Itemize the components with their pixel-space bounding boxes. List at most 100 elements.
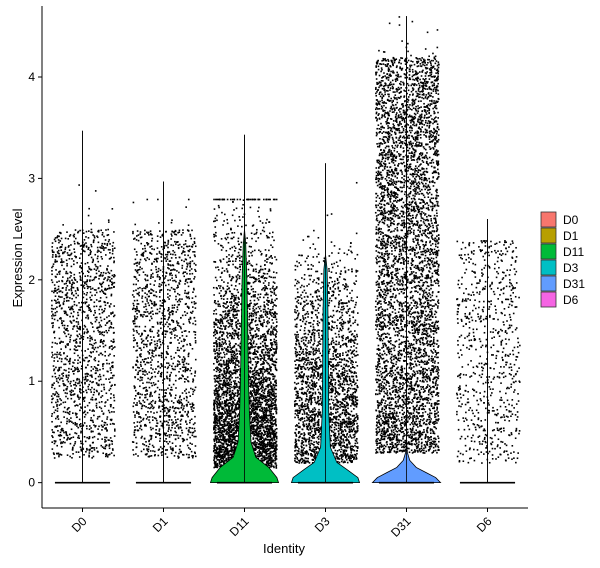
data-point xyxy=(157,354,160,357)
data-point xyxy=(232,356,234,359)
data-point xyxy=(225,347,228,350)
data-point xyxy=(219,444,222,447)
data-point xyxy=(104,438,106,441)
data-point xyxy=(184,243,187,245)
data-point xyxy=(146,274,149,277)
data-point xyxy=(188,262,190,265)
data-point xyxy=(170,400,173,402)
data-point xyxy=(178,231,181,234)
data-point xyxy=(225,400,228,403)
data-point xyxy=(273,326,275,329)
data-point xyxy=(86,279,89,281)
data-point xyxy=(154,402,156,404)
data-point xyxy=(190,237,193,240)
data-point xyxy=(55,366,57,369)
data-point xyxy=(55,260,57,263)
data-point xyxy=(269,198,271,201)
data-point xyxy=(53,411,56,414)
data-point xyxy=(265,454,268,457)
data-point xyxy=(239,257,241,259)
data-point xyxy=(235,353,237,356)
data-point xyxy=(234,266,237,268)
data-point xyxy=(221,423,224,426)
data-point xyxy=(268,405,271,408)
data-point xyxy=(254,394,257,397)
data-point xyxy=(145,337,148,340)
data-point xyxy=(158,296,161,298)
data-point xyxy=(219,314,222,316)
data-point xyxy=(51,420,53,423)
data-point xyxy=(237,225,239,227)
data-point xyxy=(66,420,68,423)
data-point xyxy=(95,372,97,374)
data-point xyxy=(60,360,63,363)
data-point xyxy=(139,355,141,357)
data-point xyxy=(162,299,164,302)
data-point xyxy=(82,249,84,252)
data-point xyxy=(174,288,176,291)
data-point xyxy=(77,354,79,357)
data-point xyxy=(156,411,158,414)
data-point xyxy=(161,389,163,391)
data-point xyxy=(143,329,146,332)
data-point xyxy=(52,397,54,400)
data-point xyxy=(229,323,231,325)
data-point xyxy=(63,268,65,270)
data-point xyxy=(263,305,266,307)
data-point xyxy=(113,231,115,233)
data-point xyxy=(168,378,171,380)
data-point xyxy=(218,303,221,306)
data-point xyxy=(77,327,80,330)
data-point xyxy=(217,454,220,456)
data-point xyxy=(109,369,112,371)
data-point xyxy=(137,293,140,295)
data-point xyxy=(75,321,78,323)
data-point xyxy=(169,274,171,276)
data-point xyxy=(141,314,143,316)
data-point xyxy=(186,444,189,447)
data-point xyxy=(132,283,135,286)
data-point xyxy=(106,242,109,245)
data-point xyxy=(224,419,227,422)
data-point xyxy=(149,299,152,302)
data-point xyxy=(218,413,220,416)
data-point xyxy=(77,323,80,325)
data-point xyxy=(138,413,140,415)
data-point xyxy=(264,336,267,339)
data-point xyxy=(136,292,139,295)
data-point xyxy=(254,356,257,359)
data-point xyxy=(260,435,263,438)
data-point xyxy=(188,426,191,429)
data-point xyxy=(88,455,90,458)
data-point xyxy=(94,312,96,314)
data-point xyxy=(147,242,150,245)
data-point xyxy=(260,382,263,384)
data-point xyxy=(255,406,258,409)
data-point xyxy=(90,351,93,354)
data-point xyxy=(169,272,171,275)
data-point xyxy=(134,269,137,271)
data-point xyxy=(62,429,65,432)
data-point xyxy=(150,428,153,431)
data-point xyxy=(227,349,230,351)
data-point xyxy=(142,253,144,256)
data-point xyxy=(108,239,111,241)
data-point xyxy=(254,379,256,382)
data-point xyxy=(221,406,224,409)
data-point xyxy=(58,357,61,360)
data-point xyxy=(133,429,136,432)
data-point xyxy=(70,253,72,256)
data-point xyxy=(151,233,153,236)
data-point xyxy=(149,394,151,396)
data-point xyxy=(262,391,265,394)
data-point xyxy=(263,277,266,280)
data-point xyxy=(227,435,230,438)
data-point xyxy=(187,198,190,201)
data-point xyxy=(101,429,103,431)
data-point xyxy=(158,338,161,341)
data-point xyxy=(142,443,144,445)
data-point xyxy=(216,459,219,461)
data-point xyxy=(50,401,53,404)
data-point xyxy=(108,389,111,392)
data-point xyxy=(256,278,258,281)
